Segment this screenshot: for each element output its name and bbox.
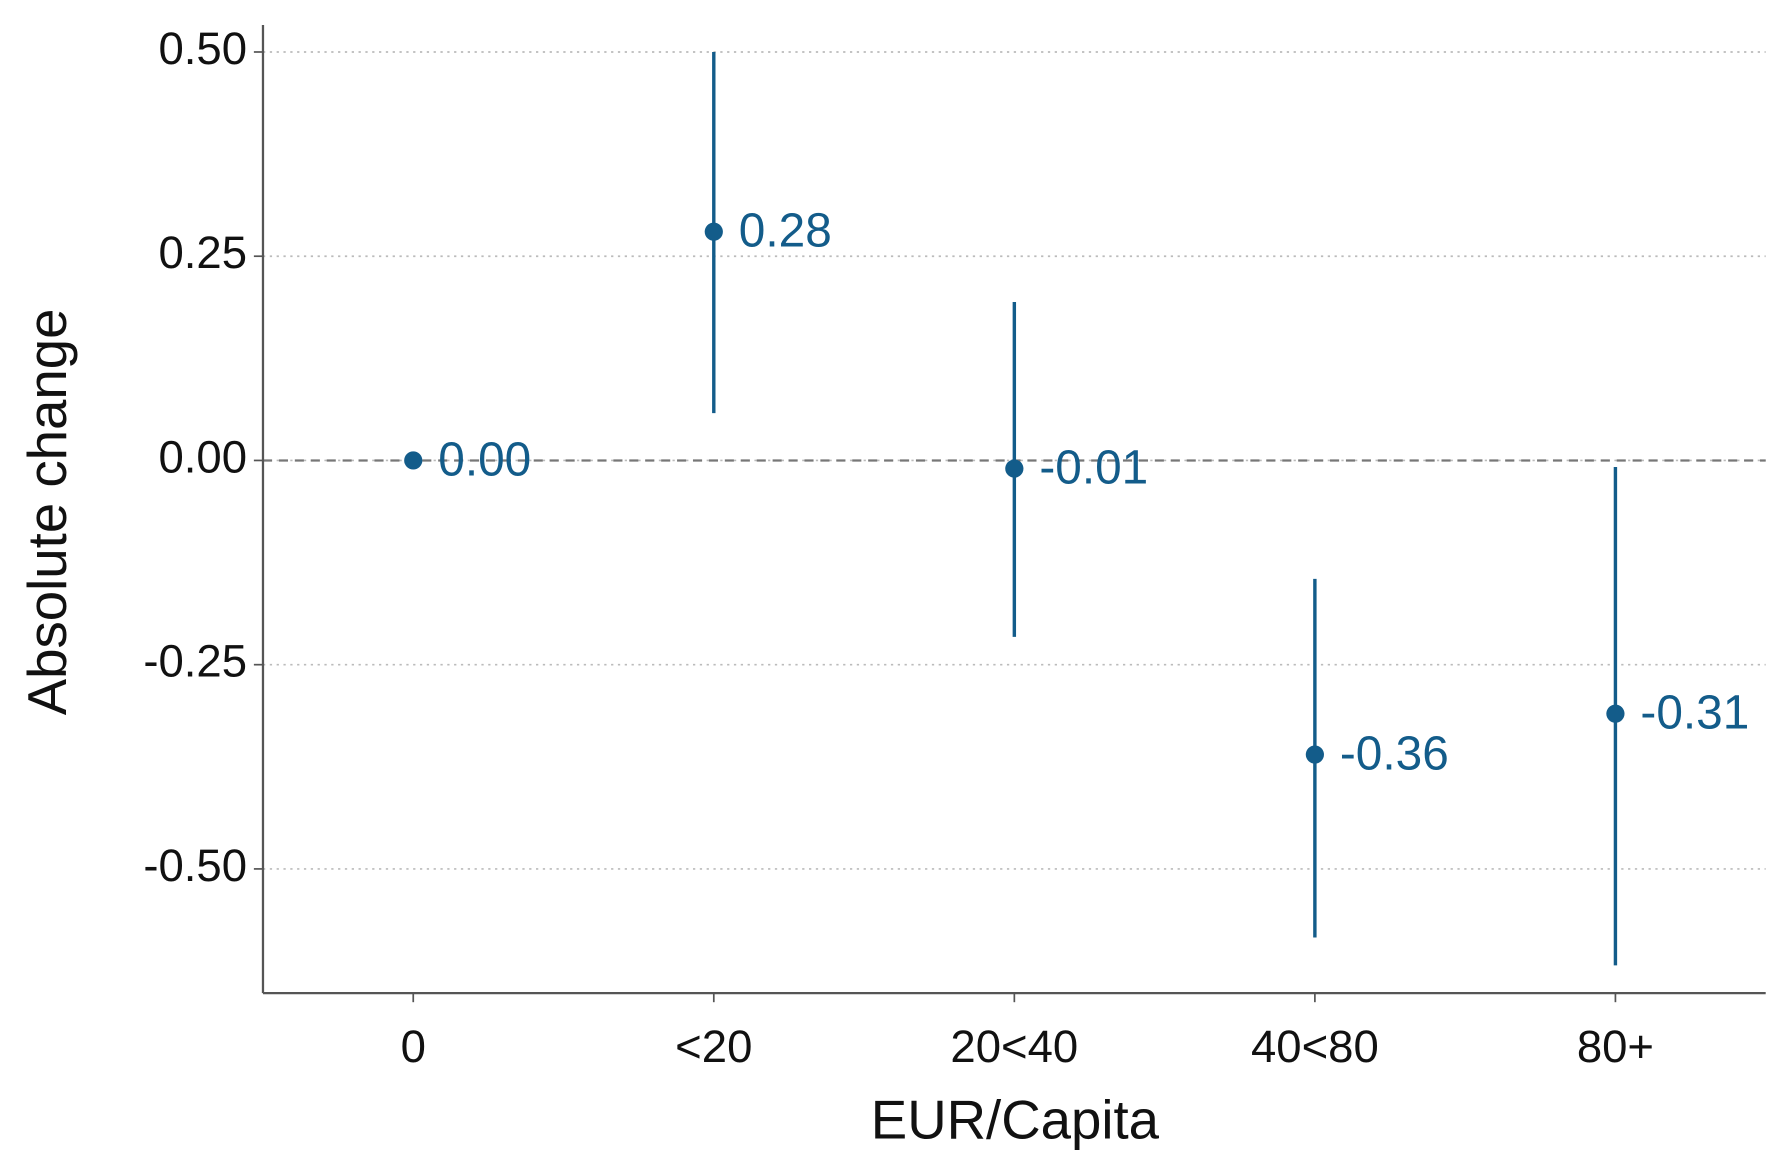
value-label: -0.31: [1640, 687, 1749, 740]
point: [704, 222, 723, 241]
x-axis-label: EUR/Capita: [871, 1089, 1160, 1150]
y-tick-label: -0.25: [143, 636, 247, 687]
y-tick-label: -0.50: [143, 840, 247, 891]
x-tick-label: 20<40: [950, 1021, 1078, 1072]
point: [1005, 459, 1024, 478]
point: [1606, 704, 1625, 723]
y-axis-label: Absolute change: [17, 309, 78, 716]
y-tick-label: 0.00: [158, 431, 247, 482]
x-tick-label: 0: [401, 1021, 426, 1072]
x-tick-label: <20: [675, 1021, 752, 1072]
value-label: 0.28: [739, 205, 832, 258]
y-tick-label: 0.50: [158, 23, 247, 74]
value-label: -0.36: [1340, 727, 1449, 780]
point: [1305, 745, 1324, 764]
value-label: 0.00: [438, 433, 531, 486]
x-tick-label: 80+: [1577, 1021, 1654, 1072]
y-tick-label: 0.25: [158, 227, 247, 278]
x-tick-label: 40<80: [1251, 1021, 1379, 1072]
point: [404, 451, 423, 470]
value-label: -0.01: [1039, 442, 1148, 495]
